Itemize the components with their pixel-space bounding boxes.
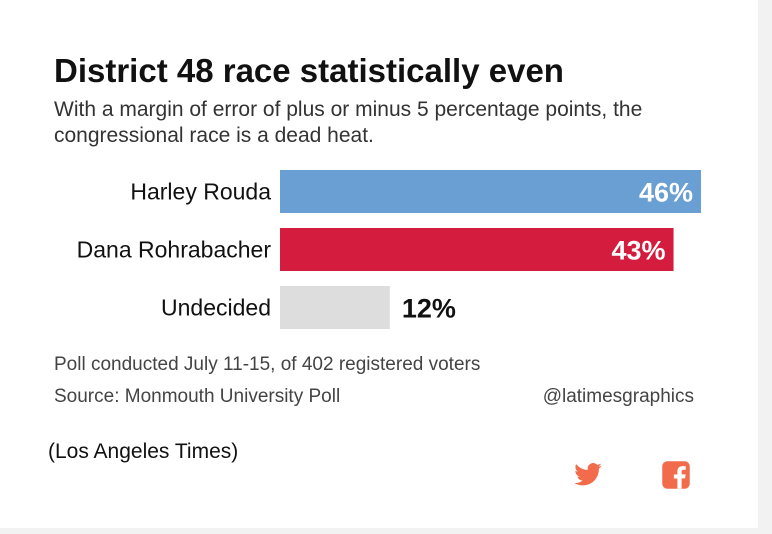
bar (280, 170, 701, 213)
chart-title: District 48 race statistically even (54, 52, 564, 89)
bar-category-label: Undecided (161, 295, 271, 321)
bar-category-label: Dana Rohrabacher (77, 237, 272, 263)
photo-caption: (Los Angeles Times) (48, 440, 239, 463)
twitter-icon[interactable] (573, 460, 603, 490)
source-note: Source: Monmouth University Poll (54, 386, 341, 407)
bar-chart: Harley Rouda 46% Dana Rohrabacher 43% Undeci… (77, 170, 701, 329)
bar-category-label: Harley Rouda (130, 179, 271, 205)
graphic-card: District 48 race statistically even With… (0, 0, 758, 528)
poll-note: Poll conducted July 11-15, of 402 regist… (54, 354, 481, 375)
bar-value-label: 43% (611, 236, 665, 266)
graphics-credit: @latimesgraphics (542, 386, 694, 407)
bar (280, 228, 674, 271)
bar (280, 286, 390, 329)
facebook-icon[interactable] (661, 460, 691, 490)
bar-value-label: 12% (402, 294, 456, 324)
chart-subtitle: With a margin of error of plus or minus … (54, 98, 643, 147)
bar-value-label: 46% (639, 178, 693, 208)
